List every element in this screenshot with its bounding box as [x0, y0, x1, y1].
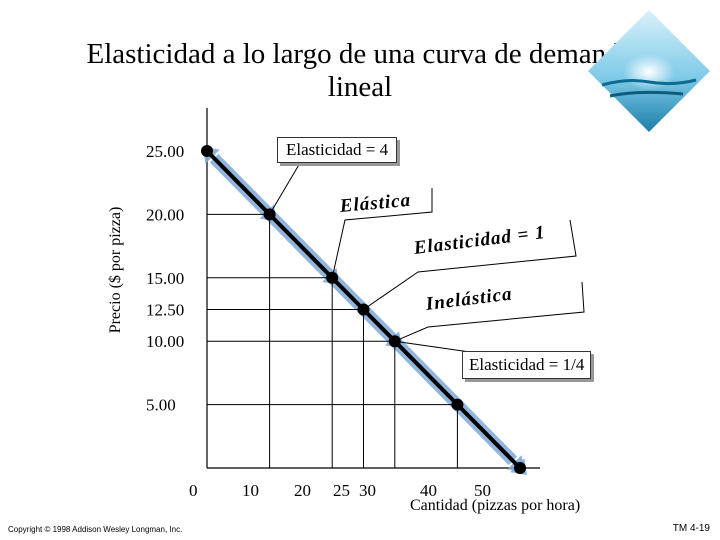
demand-curve: [205, 149, 522, 470]
callout-elasticity-4: Elasticidad = 4: [277, 137, 398, 163]
slide-title: Elasticidad a lo largo de una curva de d…: [86, 38, 634, 103]
data-point: [201, 145, 213, 157]
x-tick-label: 20: [294, 481, 311, 500]
y-tick-labels: 5.00 10.00 12.50 15.00 20.00 25.00: [146, 142, 184, 415]
x-axis-label: Cantidad (pizzas por hora): [410, 497, 581, 514]
demand-segment: [455, 402, 522, 470]
callout-pointers: [269, 162, 585, 353]
pointer-unit: [363, 219, 577, 310]
x-tick-label: 40: [420, 481, 437, 500]
x-tick-labels: 0 10 20 25 30 40 50: [189, 481, 491, 500]
y-tick-label: 5.00: [146, 396, 176, 415]
logo-image: [588, 10, 710, 132]
y-axis-label: Precio ($ por pizza): [107, 206, 124, 334]
chart-axes: [206, 108, 540, 469]
data-point: [451, 398, 464, 411]
guide-lines: [207, 213, 458, 468]
demand-segment: [205, 149, 272, 217]
x-tick-label: 10: [242, 481, 259, 500]
pointer-elastic: [331, 188, 433, 278]
x-tick-label: 0: [189, 481, 198, 500]
pointer-inelastic: [394, 281, 585, 342]
pointer-top: [269, 162, 301, 215]
demand-segment: [330, 275, 366, 312]
pointer-bottom: [394, 340, 471, 353]
copyright-footer: Copyright © 1998 Addison Wesley Longman,…: [8, 525, 183, 534]
x-tick-label: 25: [333, 481, 350, 500]
y-tick-label: 25.00: [146, 142, 184, 161]
demand-segment: [267, 212, 335, 280]
y-tick-label: 20.00: [146, 205, 184, 224]
data-point: [514, 462, 526, 474]
y-tick-label: 10.00: [146, 332, 184, 351]
callout-elasticity-quarter: Elasticidad = 1/4: [462, 351, 592, 379]
x-tick-label: 30: [359, 481, 376, 500]
y-tick-label: 12.50: [146, 301, 184, 320]
demand-segment: [361, 307, 397, 344]
y-tick-label: 15.00: [146, 269, 184, 288]
slide-number: TM 4-19: [672, 523, 710, 534]
demand-segment: [392, 339, 460, 407]
x-tick-label: 50: [474, 481, 491, 500]
